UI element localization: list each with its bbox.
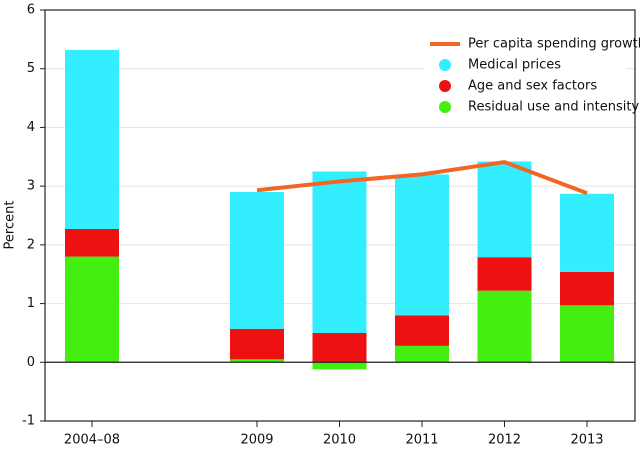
bar-segment <box>312 171 367 333</box>
bar-segment <box>230 192 284 329</box>
x-tick-label: 2009 <box>240 433 273 448</box>
line-series <box>256 160 588 196</box>
bar-segment <box>65 256 119 363</box>
bar-segment <box>230 328 284 360</box>
legend-swatch <box>439 59 451 71</box>
bar-segment <box>65 49 119 230</box>
legend-label: Residual use and intensity <box>468 100 639 115</box>
y-tick-label: -1 <box>22 414 35 429</box>
bar-segment <box>65 229 119 257</box>
bar-segment <box>477 290 532 363</box>
bar-segment <box>477 257 532 291</box>
bar-segment <box>560 271 614 306</box>
x-tick-label: 2012 <box>488 433 521 448</box>
y-tick-label: 2 <box>27 237 35 252</box>
y-tick-label: 6 <box>27 3 35 18</box>
plot-frame <box>44 9 636 422</box>
bar-segment <box>395 174 449 316</box>
legend-swatch <box>439 80 451 92</box>
x-tick-label: 2013 <box>570 433 603 448</box>
bar-segment <box>477 161 532 258</box>
y-axis-label: Percent <box>3 201 18 250</box>
bar-segment <box>312 362 367 370</box>
y-tick-label: 0 <box>27 355 35 370</box>
y-tick-label: 3 <box>27 179 35 194</box>
bar-segment <box>560 193 614 272</box>
legend-label: Per capita spending growth <box>468 37 640 52</box>
bar-segment <box>395 345 449 363</box>
y-tick-label: 4 <box>27 120 35 135</box>
bar-segment <box>395 315 449 346</box>
bar-segment <box>230 359 284 363</box>
bar-segment <box>312 332 367 363</box>
y-tick-label: 5 <box>27 61 35 76</box>
x-tick-label: 2011 <box>405 433 438 448</box>
y-tick-label: 1 <box>27 296 35 311</box>
bar-segment <box>560 305 614 363</box>
legend-swatch <box>439 101 451 113</box>
legend-label: Age and sex factors <box>468 79 597 94</box>
x-tick-label: 2010 <box>323 433 356 448</box>
x-tick-label: 2004–08 <box>64 433 120 448</box>
legend-label: Medical prices <box>468 58 561 73</box>
legend-box <box>424 32 626 122</box>
